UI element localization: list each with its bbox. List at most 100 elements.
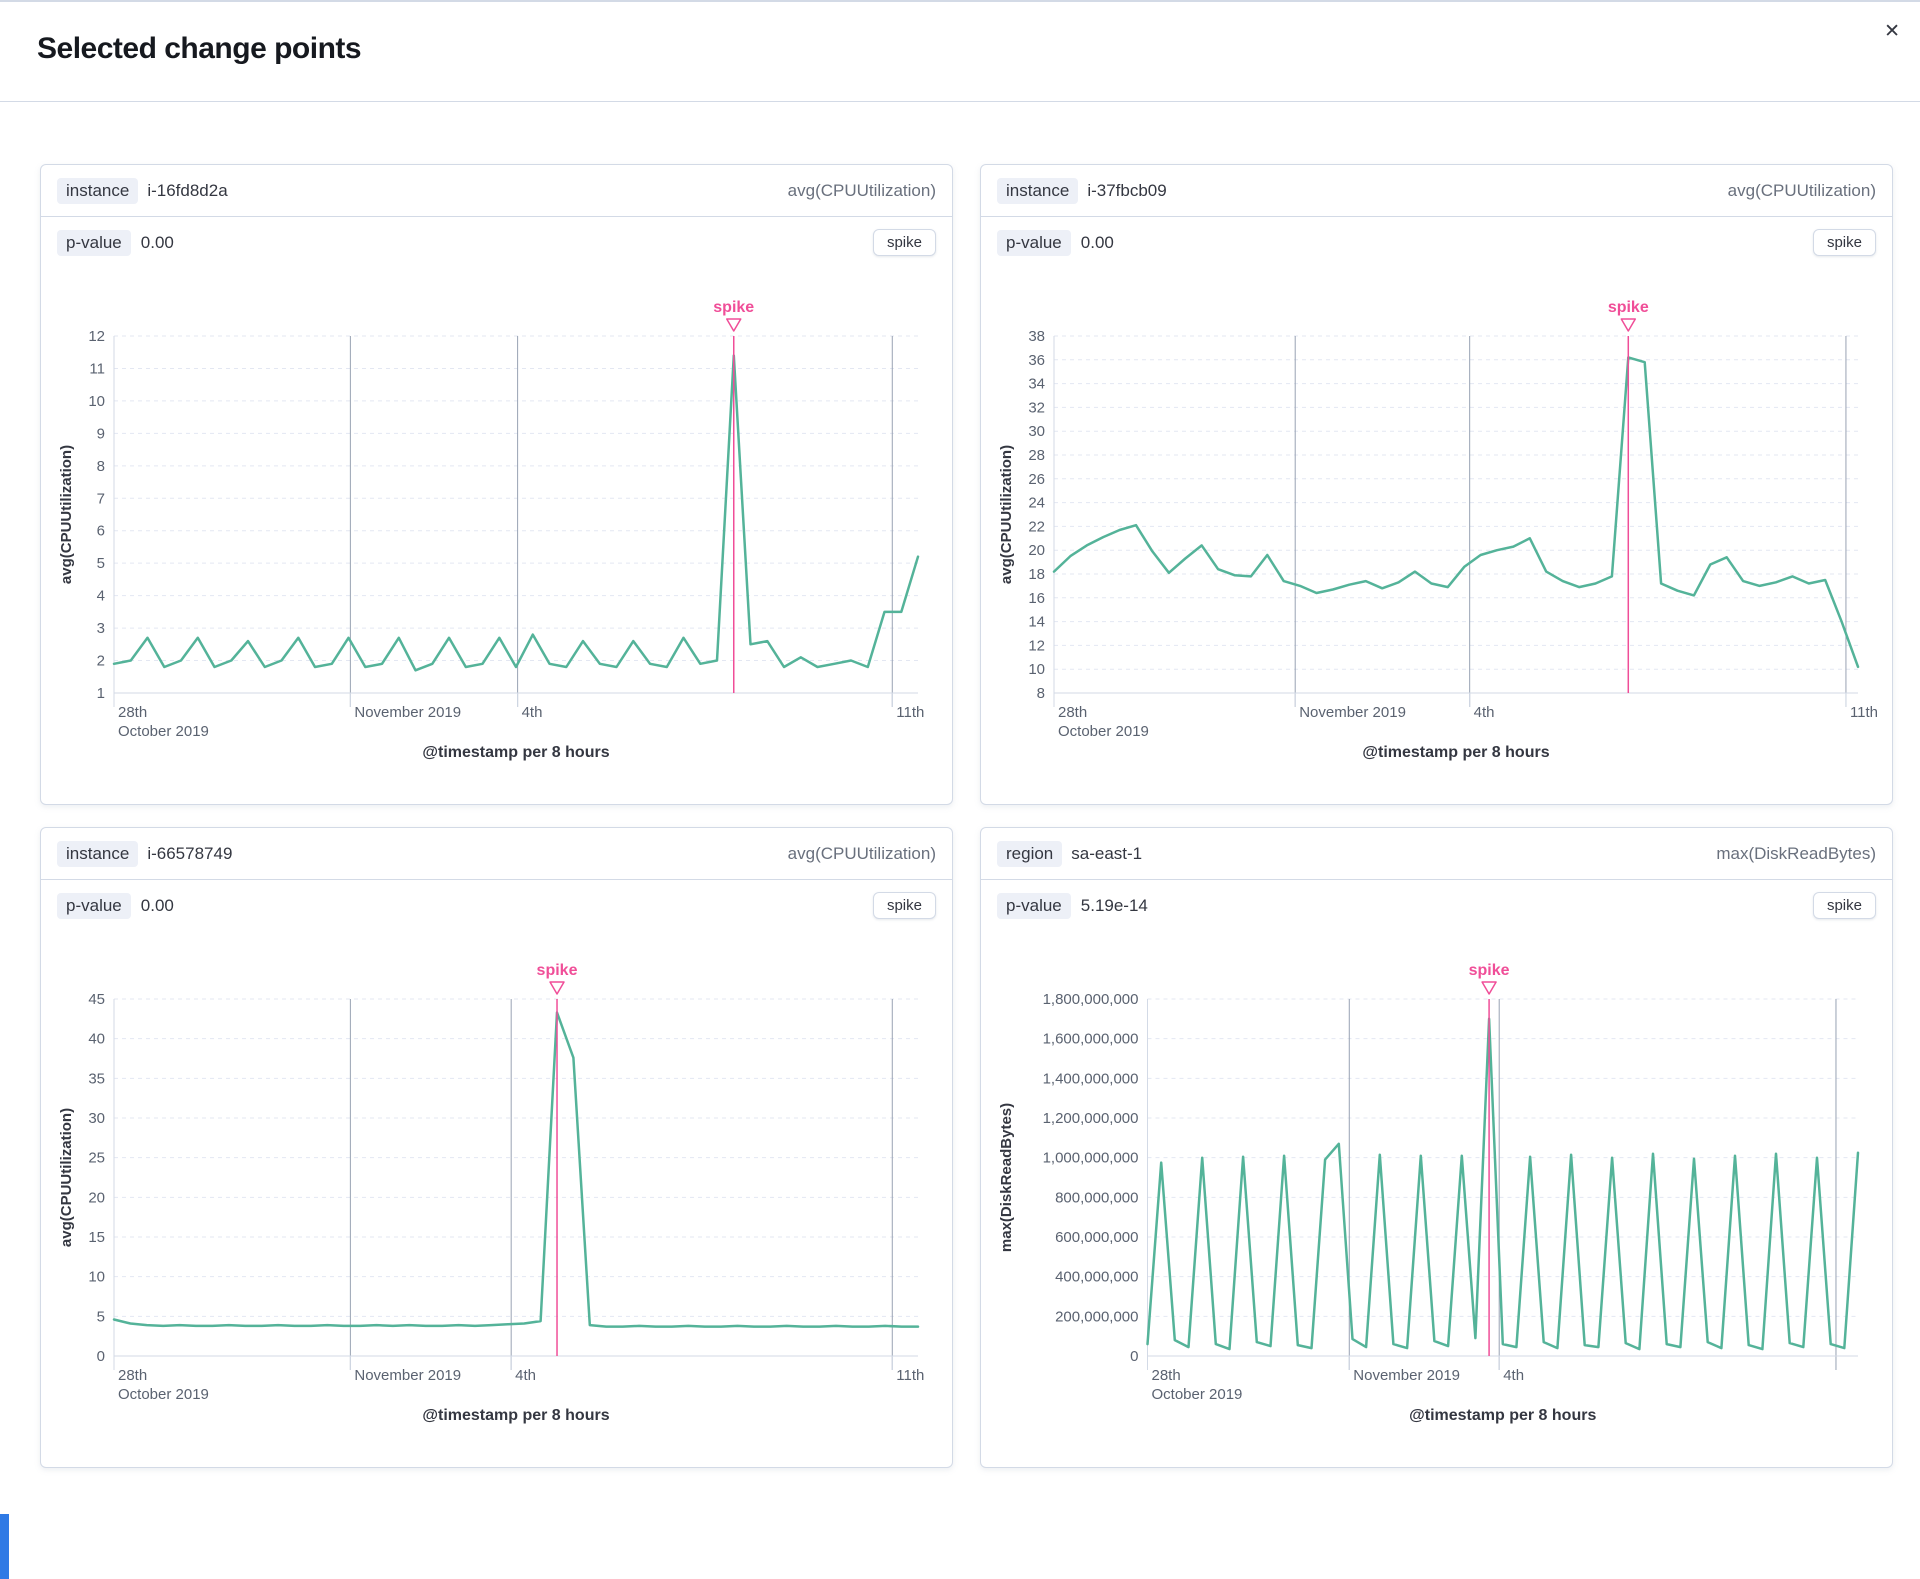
svg-text:@timestamp per 8 hours: @timestamp per 8 hours	[1362, 744, 1549, 761]
svg-text:spike: spike	[537, 962, 578, 979]
svg-text:@timestamp per 8 hours: @timestamp per 8 hours	[1409, 1407, 1596, 1424]
svg-text:11th: 11th	[896, 704, 924, 721]
svg-text:10: 10	[88, 393, 105, 410]
svg-text:0: 0	[1130, 1348, 1138, 1365]
svg-text:1,200,000,000: 1,200,000,000	[1043, 1110, 1139, 1127]
change-point-chart: 0 200,000,000 400,000,000 600,000,000 800,00…	[998, 962, 1860, 1424]
svg-text:10: 10	[1028, 661, 1045, 678]
svg-text:4th: 4th	[522, 704, 543, 721]
svg-text:1: 1	[97, 685, 105, 702]
field-badge: instance	[997, 178, 1079, 204]
p-value: 0.00	[1080, 232, 1114, 252]
svg-text:0: 0	[97, 1348, 105, 1365]
card-subheader: p-value 0.00 spike	[41, 217, 952, 258]
card-subheader: p-value 5.19e-14 spike	[981, 880, 1892, 921]
card-subheader: p-value 0.00 spike	[41, 880, 952, 921]
svg-text:28th: 28th	[1152, 1367, 1181, 1384]
svg-text:15: 15	[88, 1229, 105, 1246]
p-value-badge: p-value	[997, 229, 1071, 256]
spike-type-button[interactable]: spike	[1812, 892, 1876, 919]
svg-text:max(DiskReadBytes): max(DiskReadBytes)	[998, 1103, 1015, 1252]
svg-text:November 2019: November 2019	[354, 1367, 461, 1384]
svg-text:28th: 28th	[118, 704, 147, 721]
card-header: instance i-66578749 avg(CPUUtilization)	[41, 828, 952, 880]
svg-text:October 2019: October 2019	[118, 723, 209, 740]
svg-text:@timestamp per 8 hours: @timestamp per 8 hours	[422, 744, 609, 761]
change-point-chart: 0 5 10 15 20 25 30 35 40 45 28th October 2019 Novemb…	[58, 962, 924, 1424]
modal-header: Selected change points ✕	[0, 2, 1920, 102]
svg-text:10: 10	[88, 1269, 105, 1286]
svg-text:18: 18	[1028, 566, 1045, 583]
svg-text:28th: 28th	[1058, 704, 1087, 721]
p-value: 0.00	[140, 232, 174, 252]
svg-text:October 2019: October 2019	[118, 1386, 209, 1403]
svg-text:30: 30	[1028, 423, 1045, 440]
svg-text:34: 34	[1028, 376, 1045, 393]
change-points-grid: instance i-16fd8d2a avg(CPUUtilization) …	[40, 164, 1893, 1468]
svg-text:avg(CPUUtilization): avg(CPUUtilization)	[58, 445, 75, 584]
svg-text:4th: 4th	[515, 1367, 536, 1384]
svg-text:8: 8	[97, 458, 105, 475]
card-header: instance i-16fd8d2a avg(CPUUtilization)	[41, 165, 952, 217]
svg-text:November 2019: November 2019	[1299, 704, 1406, 721]
svg-text:October 2019: October 2019	[1058, 723, 1149, 740]
svg-text:45: 45	[88, 991, 105, 1008]
svg-text:8: 8	[1037, 685, 1045, 702]
p-value: 0.00	[140, 895, 174, 915]
svg-text:200,000,000: 200,000,000	[1055, 1308, 1138, 1325]
svg-text:4th: 4th	[1503, 1367, 1524, 1384]
svg-text:11: 11	[89, 360, 105, 377]
card-header: region sa-east-1 max(DiskReadBytes)	[981, 828, 1892, 880]
change-point-card: instance i-16fd8d2a avg(CPUUtilization) …	[40, 164, 953, 805]
chart-container: 1 2 3 4 5 6 7 8 9 10 11 12 28th October 2019 November …	[41, 276, 952, 791]
svg-text:26: 26	[1028, 471, 1045, 488]
svg-text:38: 38	[1028, 328, 1045, 345]
change-point-card: instance i-37fbcb09 avg(CPUUtilization) …	[980, 164, 1893, 805]
svg-text:4: 4	[97, 588, 105, 605]
p-value-badge: p-value	[997, 892, 1071, 919]
p-value-badge: p-value	[57, 229, 131, 256]
p-value-badge: p-value	[57, 892, 131, 919]
spike-type-button[interactable]: spike	[872, 229, 936, 256]
chart-container: 0 200,000,000 400,000,000 600,000,000 800,00…	[981, 939, 1892, 1454]
background-page-accent-strip	[0, 1514, 9, 1579]
svg-text:800,000,000: 800,000,000	[1055, 1189, 1138, 1206]
spike-type-button[interactable]: spike	[1812, 229, 1876, 256]
metric-label: avg(CPUUtilization)	[787, 181, 936, 200]
svg-text:@timestamp per 8 hours: @timestamp per 8 hours	[422, 1407, 609, 1424]
svg-text:40: 40	[88, 1031, 105, 1048]
svg-text:October 2019: October 2019	[1152, 1386, 1243, 1403]
svg-text:3: 3	[97, 620, 105, 637]
chart-container: 0 5 10 15 20 25 30 35 40 45 28th October 2019 Novemb…	[41, 939, 952, 1454]
metric-label: avg(CPUUtilization)	[787, 844, 936, 863]
svg-text:28th: 28th	[118, 1367, 147, 1384]
svg-text:5: 5	[97, 555, 105, 572]
svg-text:35: 35	[88, 1070, 105, 1087]
field-badge: region	[997, 841, 1063, 867]
svg-text:spike: spike	[1469, 962, 1510, 979]
chart-container: 8 10 12 14 16 18 20 22 24 26 28 30 32 34 36 38 28th Octob…	[981, 276, 1892, 791]
svg-text:spike: spike	[1608, 299, 1649, 316]
svg-text:4th: 4th	[1474, 704, 1495, 721]
close-icon[interactable]: ✕	[1880, 18, 1904, 45]
svg-text:1,000,000,000: 1,000,000,000	[1043, 1150, 1139, 1167]
change-point-card: region sa-east-1 max(DiskReadBytes) p-va…	[980, 827, 1893, 1468]
svg-text:28: 28	[1028, 447, 1045, 464]
metric-label: max(DiskReadBytes)	[1716, 844, 1876, 863]
svg-text:6: 6	[97, 523, 105, 540]
svg-text:14: 14	[1028, 614, 1045, 631]
svg-text:16: 16	[1028, 590, 1045, 607]
svg-text:25: 25	[88, 1150, 105, 1167]
field-value: i-16fd8d2a	[147, 181, 228, 200]
svg-text:12: 12	[88, 328, 105, 345]
p-value: 5.19e-14	[1080, 895, 1148, 915]
field-value: sa-east-1	[1071, 844, 1143, 863]
field-value: i-66578749	[147, 844, 233, 863]
svg-text:11th: 11th	[896, 1367, 924, 1384]
svg-text:12: 12	[1028, 637, 1045, 654]
svg-text:1,800,000,000: 1,800,000,000	[1043, 991, 1139, 1008]
field-badge: instance	[57, 841, 139, 867]
card-subheader: p-value 0.00 spike	[981, 217, 1892, 258]
svg-text:22: 22	[1028, 518, 1045, 535]
spike-type-button[interactable]: spike	[872, 892, 936, 919]
